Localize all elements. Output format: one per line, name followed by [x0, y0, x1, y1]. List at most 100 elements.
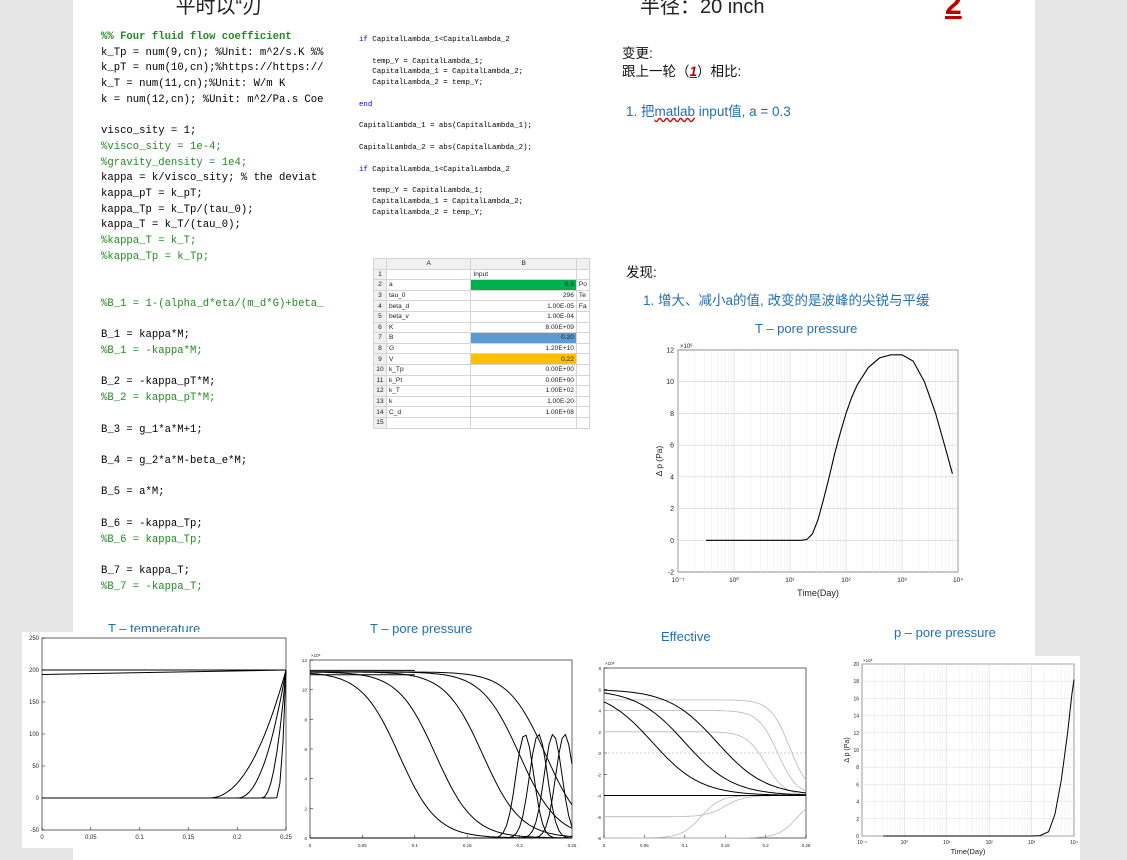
sheet-row-number[interactable]: 6: [373, 321, 387, 334]
sheet-row-number[interactable]: 7: [373, 332, 387, 344]
effective-gray-curve: [604, 699, 807, 781]
sheet-row-number[interactable]: 5: [373, 310, 387, 323]
y-tick-label: 16: [853, 696, 859, 702]
y-tick-label: 0: [36, 796, 40, 802]
compare-suffix: ）相比:: [697, 64, 742, 79]
sheet-cell[interactable]: C_d: [385, 406, 472, 418]
sheet-cell[interactable]: k_Tp: [385, 363, 472, 376]
x-tick-label: 0.1: [412, 843, 419, 848]
sheet-cell[interactable]: [575, 363, 591, 376]
sheet-cell[interactable]: 0.00E+00: [470, 363, 577, 376]
sheet-cell[interactable]: k_Pt: [385, 374, 472, 387]
sheet-cell[interactable]: [575, 385, 591, 397]
effective-gray-curve: [604, 710, 807, 792]
pore-pressure-log-chart: 0 2 4 6 8 10 12 14 16 18 20 10⁻¹ 10⁰ 10¹ 10² 10³ 10⁴ ×10⁶…: [840, 656, 1080, 860]
sheet-cell[interactable]: [575, 416, 591, 429]
header-right-fragment: 半径：20 inch: [640, 0, 765, 18]
sheet-cell[interactable]: tau_0: [385, 289, 472, 302]
sheet-row-number[interactable]: 12: [373, 385, 387, 397]
sheet-cell[interactable]: B: [385, 332, 472, 344]
code-line: k_T = num(11,cn);%Unit: W/m K: [101, 78, 286, 91]
sheet-cell[interactable]: Fa: [575, 300, 591, 312]
y-multiplier-label: ×10⁶: [863, 658, 873, 663]
sheet-row-number[interactable]: 13: [373, 395, 387, 408]
compare-prefix: 跟上一轮（: [622, 64, 690, 79]
sheet-row-number[interactable]: 11: [373, 374, 387, 387]
sheet-column-header[interactable]: A: [385, 258, 472, 270]
sheet-cell[interactable]: 296: [470, 289, 577, 302]
sheet-cell[interactable]: 1.00E-05: [470, 300, 577, 312]
sheet-cell[interactable]: beta_d: [385, 300, 472, 312]
sheet-cell[interactable]: 0.20: [470, 332, 577, 344]
sheet-cell[interactable]: [575, 342, 591, 355]
sheet-column-header[interactable]: [373, 258, 387, 270]
y-tick-label: 2: [856, 817, 859, 823]
code-line: [101, 266, 343, 282]
sheet-row-number[interactable]: 10: [373, 363, 387, 376]
sheet-cell[interactable]: [575, 310, 591, 323]
sheet-row: 11 k_Pt 0.00E+00: [373, 374, 591, 387]
x-tick-label: 10⁻¹: [857, 840, 867, 846]
sheet-cell[interactable]: [575, 406, 591, 418]
sheet-cell[interactable]: beta_v: [385, 310, 472, 323]
sheet-row-number[interactable]: 8: [373, 342, 387, 355]
x-tick-label: 10⁴: [953, 577, 963, 584]
y-tick-label: 14: [853, 714, 859, 720]
sheet-row-number[interactable]: 9: [373, 353, 387, 365]
sheet-cell[interactable]: [385, 268, 472, 281]
sheet-cell[interactable]: 8.00E+09: [470, 321, 577, 334]
y-tick-label: 10: [302, 688, 308, 693]
sheet-row-number[interactable]: 14: [373, 406, 387, 418]
sheet-cell[interactable]: 1.00E-04: [470, 310, 577, 323]
sheet-cell[interactable]: [385, 416, 472, 429]
sheet-cell[interactable]: G: [385, 342, 472, 355]
sheet-cell[interactable]: a: [385, 279, 472, 291]
sheet-cell[interactable]: Input: [470, 268, 577, 281]
sheet-row: 10 k_Tp 0.00E+00: [373, 363, 591, 376]
sheet-cell[interactable]: k_T: [385, 385, 472, 397]
sheet-row-number[interactable]: 3: [373, 289, 387, 302]
sheet-cell[interactable]: k: [385, 395, 472, 408]
y-tick-label: 100: [29, 732, 40, 738]
y-tick-label: -2: [668, 570, 674, 577]
x-tick-label: 10⁰: [729, 576, 739, 584]
pore-pressure-chart-small: 0 0.05 0.1 0.15 0.2 0.25 0 2 4 6 8 10 12×10⁶: [300, 652, 577, 852]
y-tick-label: 4: [670, 474, 674, 481]
y-tick-label: -2: [597, 772, 601, 777]
y-tick-label: 0: [304, 836, 307, 841]
sheet-cell[interactable]: [575, 395, 591, 408]
x-tick-label: 0.1: [682, 843, 689, 848]
sheet-row-number[interactable]: 15: [373, 416, 387, 429]
sheet-cell[interactable]: 1.00E+02: [470, 385, 577, 397]
sheet-cell[interactable]: [575, 353, 591, 365]
sheet-cell[interactable]: 0.3: [470, 279, 577, 291]
y-tick-label: 18: [853, 679, 859, 685]
sheet-row-number[interactable]: 1: [373, 268, 387, 281]
sheet-cell[interactable]: 1.20E+10: [470, 342, 577, 355]
sheet-cell[interactable]: V: [385, 353, 472, 365]
sheet-column-header[interactable]: [575, 258, 591, 270]
sheet-cell[interactable]: Po: [575, 279, 591, 291]
sheet-cell[interactable]: [575, 374, 591, 387]
effective-black-curve: [603, 701, 806, 796]
y-tick-label: -6: [597, 815, 601, 820]
sheet-cell[interactable]: [575, 332, 591, 344]
sheet-row-number[interactable]: 2: [373, 279, 387, 291]
sheet-cell[interactable]: 0.00E+00: [470, 374, 577, 387]
sheet-column-header[interactable]: B: [470, 258, 577, 270]
y-tick-label: 2: [304, 806, 307, 811]
sheet-cell[interactable]: 1.00E+08: [470, 406, 577, 418]
sheet-row-number[interactable]: 4: [373, 300, 387, 312]
sheet-cell[interactable]: 0.22: [470, 353, 577, 365]
sheet-cell[interactable]: [470, 416, 577, 429]
plot-area: [309, 659, 573, 839]
sheet-cell[interactable]: 1.00E-20: [470, 395, 577, 408]
change-item-word: matlab: [654, 104, 696, 119]
x-tick-label: 10¹: [785, 577, 795, 584]
sheet-cell[interactable]: [575, 268, 591, 281]
x-tick-label: 10³: [897, 577, 907, 584]
code-line: [101, 438, 343, 454]
sheet-cell[interactable]: Te: [575, 289, 591, 302]
sheet-cell[interactable]: [575, 321, 591, 334]
sheet-cell[interactable]: K: [385, 321, 472, 334]
